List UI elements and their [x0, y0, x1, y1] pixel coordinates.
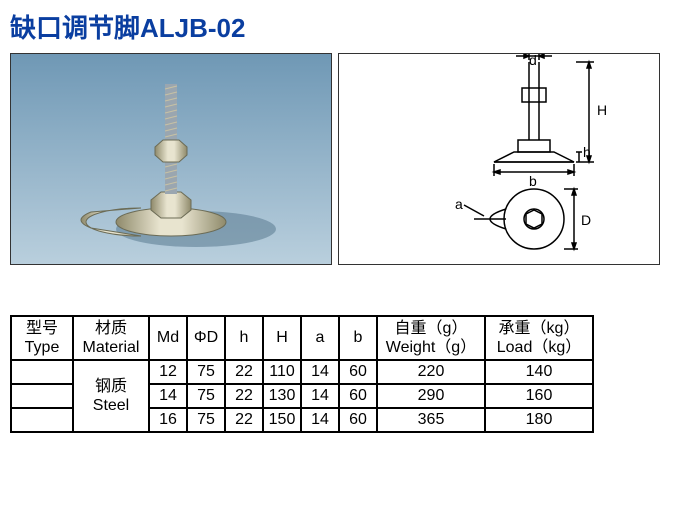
material-cn: 钢质: [78, 377, 144, 396]
hdr-load-cn: 承重（kg）: [490, 319, 588, 338]
cell-phiD: 75: [187, 384, 225, 408]
dim-H-label: H: [597, 102, 607, 118]
product-photo: [10, 53, 332, 265]
hdr-b: b: [339, 316, 377, 360]
cell-md: 14: [149, 384, 187, 408]
dim-a-label: a: [455, 196, 463, 212]
hdr-type-cn: 型号: [16, 319, 68, 338]
page-title: 缺口调节脚ALJB-02: [10, 8, 668, 45]
cell-type: [11, 360, 73, 384]
cell-type: [11, 408, 73, 432]
hdr-material-cn: 材质: [78, 319, 144, 338]
cell-b: 60: [339, 408, 377, 432]
cell-h: 22: [225, 408, 263, 432]
cell-w: 220: [377, 360, 485, 384]
cell-b: 60: [339, 360, 377, 384]
hdr-a: a: [301, 316, 339, 360]
hdr-weight-en: Weight（g）: [382, 338, 480, 357]
hdr-md: Md: [149, 316, 187, 360]
spec-table: 型号 Type 材质 Material Md ΦD h H a b 自重（g） …: [10, 315, 594, 433]
dim-h-label: h: [583, 144, 591, 160]
cell-l: 180: [485, 408, 593, 432]
cell-a: 14: [301, 360, 339, 384]
table-header-row: 型号 Type 材质 Material Md ΦD h H a b 自重（g） …: [11, 316, 593, 360]
cell-h: 22: [225, 384, 263, 408]
cell-H: 130: [263, 384, 301, 408]
technical-diagram: d H h b a D: [338, 53, 660, 265]
cell-h: 22: [225, 360, 263, 384]
cell-b: 60: [339, 384, 377, 408]
cell-md: 16: [149, 408, 187, 432]
hdr-weight-cn: 自重（g）: [382, 319, 480, 338]
table-row: 钢质 Steel 12 75 22 110 14 60 220 140: [11, 360, 593, 384]
material-en: Steel: [78, 396, 144, 415]
cell-H: 150: [263, 408, 301, 432]
cell-md: 12: [149, 360, 187, 384]
dim-b-label: b: [529, 173, 537, 189]
cell-l: 140: [485, 360, 593, 384]
hdr-H: H: [263, 316, 301, 360]
cell-phiD: 75: [187, 408, 225, 432]
cell-H: 110: [263, 360, 301, 384]
cell-a: 14: [301, 408, 339, 432]
dim-D-label: D: [581, 212, 591, 228]
dim-d-label: d: [529, 52, 537, 68]
hdr-h: h: [225, 316, 263, 360]
cell-material: 钢质 Steel: [73, 360, 149, 432]
hdr-type-en: Type: [16, 338, 68, 357]
cell-phiD: 75: [187, 360, 225, 384]
cell-w: 290: [377, 384, 485, 408]
hdr-load-en: Load（kg）: [490, 338, 588, 357]
cell-w: 365: [377, 408, 485, 432]
images-row: d H h b a D: [10, 53, 668, 265]
hdr-material-en: Material: [78, 338, 144, 357]
cell-l: 160: [485, 384, 593, 408]
hdr-phiD: ΦD: [187, 316, 225, 360]
cell-a: 14: [301, 384, 339, 408]
cell-type: [11, 384, 73, 408]
